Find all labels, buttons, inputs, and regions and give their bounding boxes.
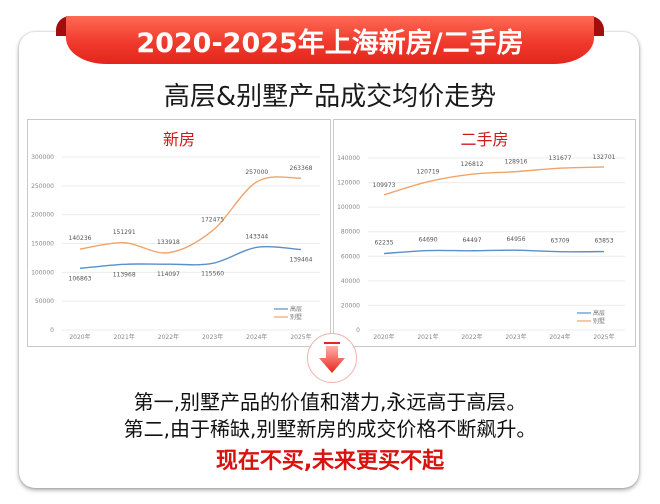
svg-text:131677: 131677 bbox=[549, 155, 572, 162]
svg-text:106863: 106863 bbox=[69, 275, 92, 282]
svg-text:62235: 62235 bbox=[374, 240, 393, 247]
down-arrow-icon bbox=[307, 333, 357, 383]
svg-text:300000: 300000 bbox=[31, 154, 54, 161]
svg-text:高层: 高层 bbox=[593, 309, 605, 317]
new-house-chart-title: 新房 bbox=[162, 130, 195, 149]
page-subtitle: 高层&别墅产品成交均价走势 bbox=[163, 82, 497, 112]
svg-text:140236: 140236 bbox=[69, 235, 92, 242]
svg-text:128916: 128916 bbox=[505, 159, 528, 166]
svg-text:20000: 20000 bbox=[341, 302, 360, 309]
ribbon-title: 2020-2025年上海新房/二手房 bbox=[136, 27, 524, 59]
svg-text:139464: 139464 bbox=[290, 257, 313, 264]
svg-text:100000: 100000 bbox=[31, 269, 54, 276]
svg-text:2023年: 2023年 bbox=[202, 333, 223, 341]
svg-text:2025年: 2025年 bbox=[593, 333, 614, 341]
svg-text:150000: 150000 bbox=[31, 241, 54, 248]
svg-text:2021年: 2021年 bbox=[417, 333, 438, 341]
svg-text:200000: 200000 bbox=[31, 212, 54, 219]
svg-text:132701: 132701 bbox=[593, 154, 616, 161]
svg-text:100000: 100000 bbox=[337, 204, 360, 211]
svg-text:133918: 133918 bbox=[157, 239, 180, 246]
svg-text:113968: 113968 bbox=[113, 271, 136, 278]
svg-text:63853: 63853 bbox=[594, 238, 613, 245]
svg-text:2023年: 2023年 bbox=[505, 333, 526, 341]
second-hand-plot: 0 20000 40000 60000 80000 100000 120000 140000 2… bbox=[337, 154, 625, 341]
svg-text:高层: 高层 bbox=[290, 305, 302, 313]
conclusion-line-2: 第二,由于稀缺,别墅新房的成交价格不断飙升。 bbox=[123, 417, 537, 441]
svg-text:2024年: 2024年 bbox=[246, 333, 267, 341]
svg-text:143344: 143344 bbox=[245, 233, 268, 240]
svg-text:151291: 151291 bbox=[113, 229, 136, 236]
svg-text:2021年: 2021年 bbox=[114, 333, 135, 341]
svg-text:0: 0 bbox=[356, 327, 360, 334]
svg-text:263368: 263368 bbox=[290, 165, 313, 172]
svg-text:64956: 64956 bbox=[506, 236, 525, 243]
second-hand-chart: 0 20000 40000 60000 80000 100000 120000 140000 2… bbox=[333, 119, 636, 347]
svg-text:60000: 60000 bbox=[341, 253, 360, 260]
svg-text:2025年: 2025年 bbox=[290, 333, 311, 341]
svg-text:250000: 250000 bbox=[31, 183, 54, 190]
svg-text:别墅: 别墅 bbox=[593, 317, 605, 325]
new-house-chart: 0 50000 100000 150000 200000 250000 300000 2020… bbox=[27, 119, 331, 347]
svg-text:别墅: 别墅 bbox=[290, 313, 302, 321]
call-to-action: 现在不买,未来更买不起 bbox=[215, 449, 445, 474]
svg-text:109973: 109973 bbox=[373, 182, 396, 189]
svg-text:114097: 114097 bbox=[157, 271, 180, 278]
second-hand-chart-title: 二手房 bbox=[460, 130, 509, 149]
svg-text:80000: 80000 bbox=[341, 229, 360, 236]
svg-text:2020年: 2020年 bbox=[373, 333, 394, 341]
svg-text:64690: 64690 bbox=[418, 237, 437, 244]
svg-text:120000: 120000 bbox=[337, 180, 360, 187]
svg-text:2022年: 2022年 bbox=[461, 333, 482, 341]
svg-text:115560: 115560 bbox=[201, 270, 224, 277]
svg-text:172475: 172475 bbox=[201, 217, 224, 224]
svg-text:63709: 63709 bbox=[550, 238, 569, 245]
conclusion-line-1: 第一,别墅产品的价值和潜力,永远高于高层。 bbox=[133, 390, 527, 414]
svg-text:257000: 257000 bbox=[245, 169, 268, 176]
svg-text:126812: 126812 bbox=[461, 161, 484, 168]
svg-text:0: 0 bbox=[50, 327, 54, 334]
svg-text:2022年: 2022年 bbox=[158, 333, 179, 341]
svg-text:40000: 40000 bbox=[341, 278, 360, 285]
svg-text:120719: 120719 bbox=[417, 169, 440, 176]
new-house-plot: 0 50000 100000 150000 200000 250000 300000 2020… bbox=[31, 154, 320, 341]
svg-text:2024年: 2024年 bbox=[549, 333, 570, 341]
svg-text:64497: 64497 bbox=[462, 237, 481, 244]
title-ribbon: 2020-2025年上海新房/二手房 bbox=[66, 16, 594, 64]
svg-text:2020年: 2020年 bbox=[69, 333, 90, 341]
svg-text:140000: 140000 bbox=[337, 155, 360, 162]
svg-text:50000: 50000 bbox=[35, 298, 54, 305]
